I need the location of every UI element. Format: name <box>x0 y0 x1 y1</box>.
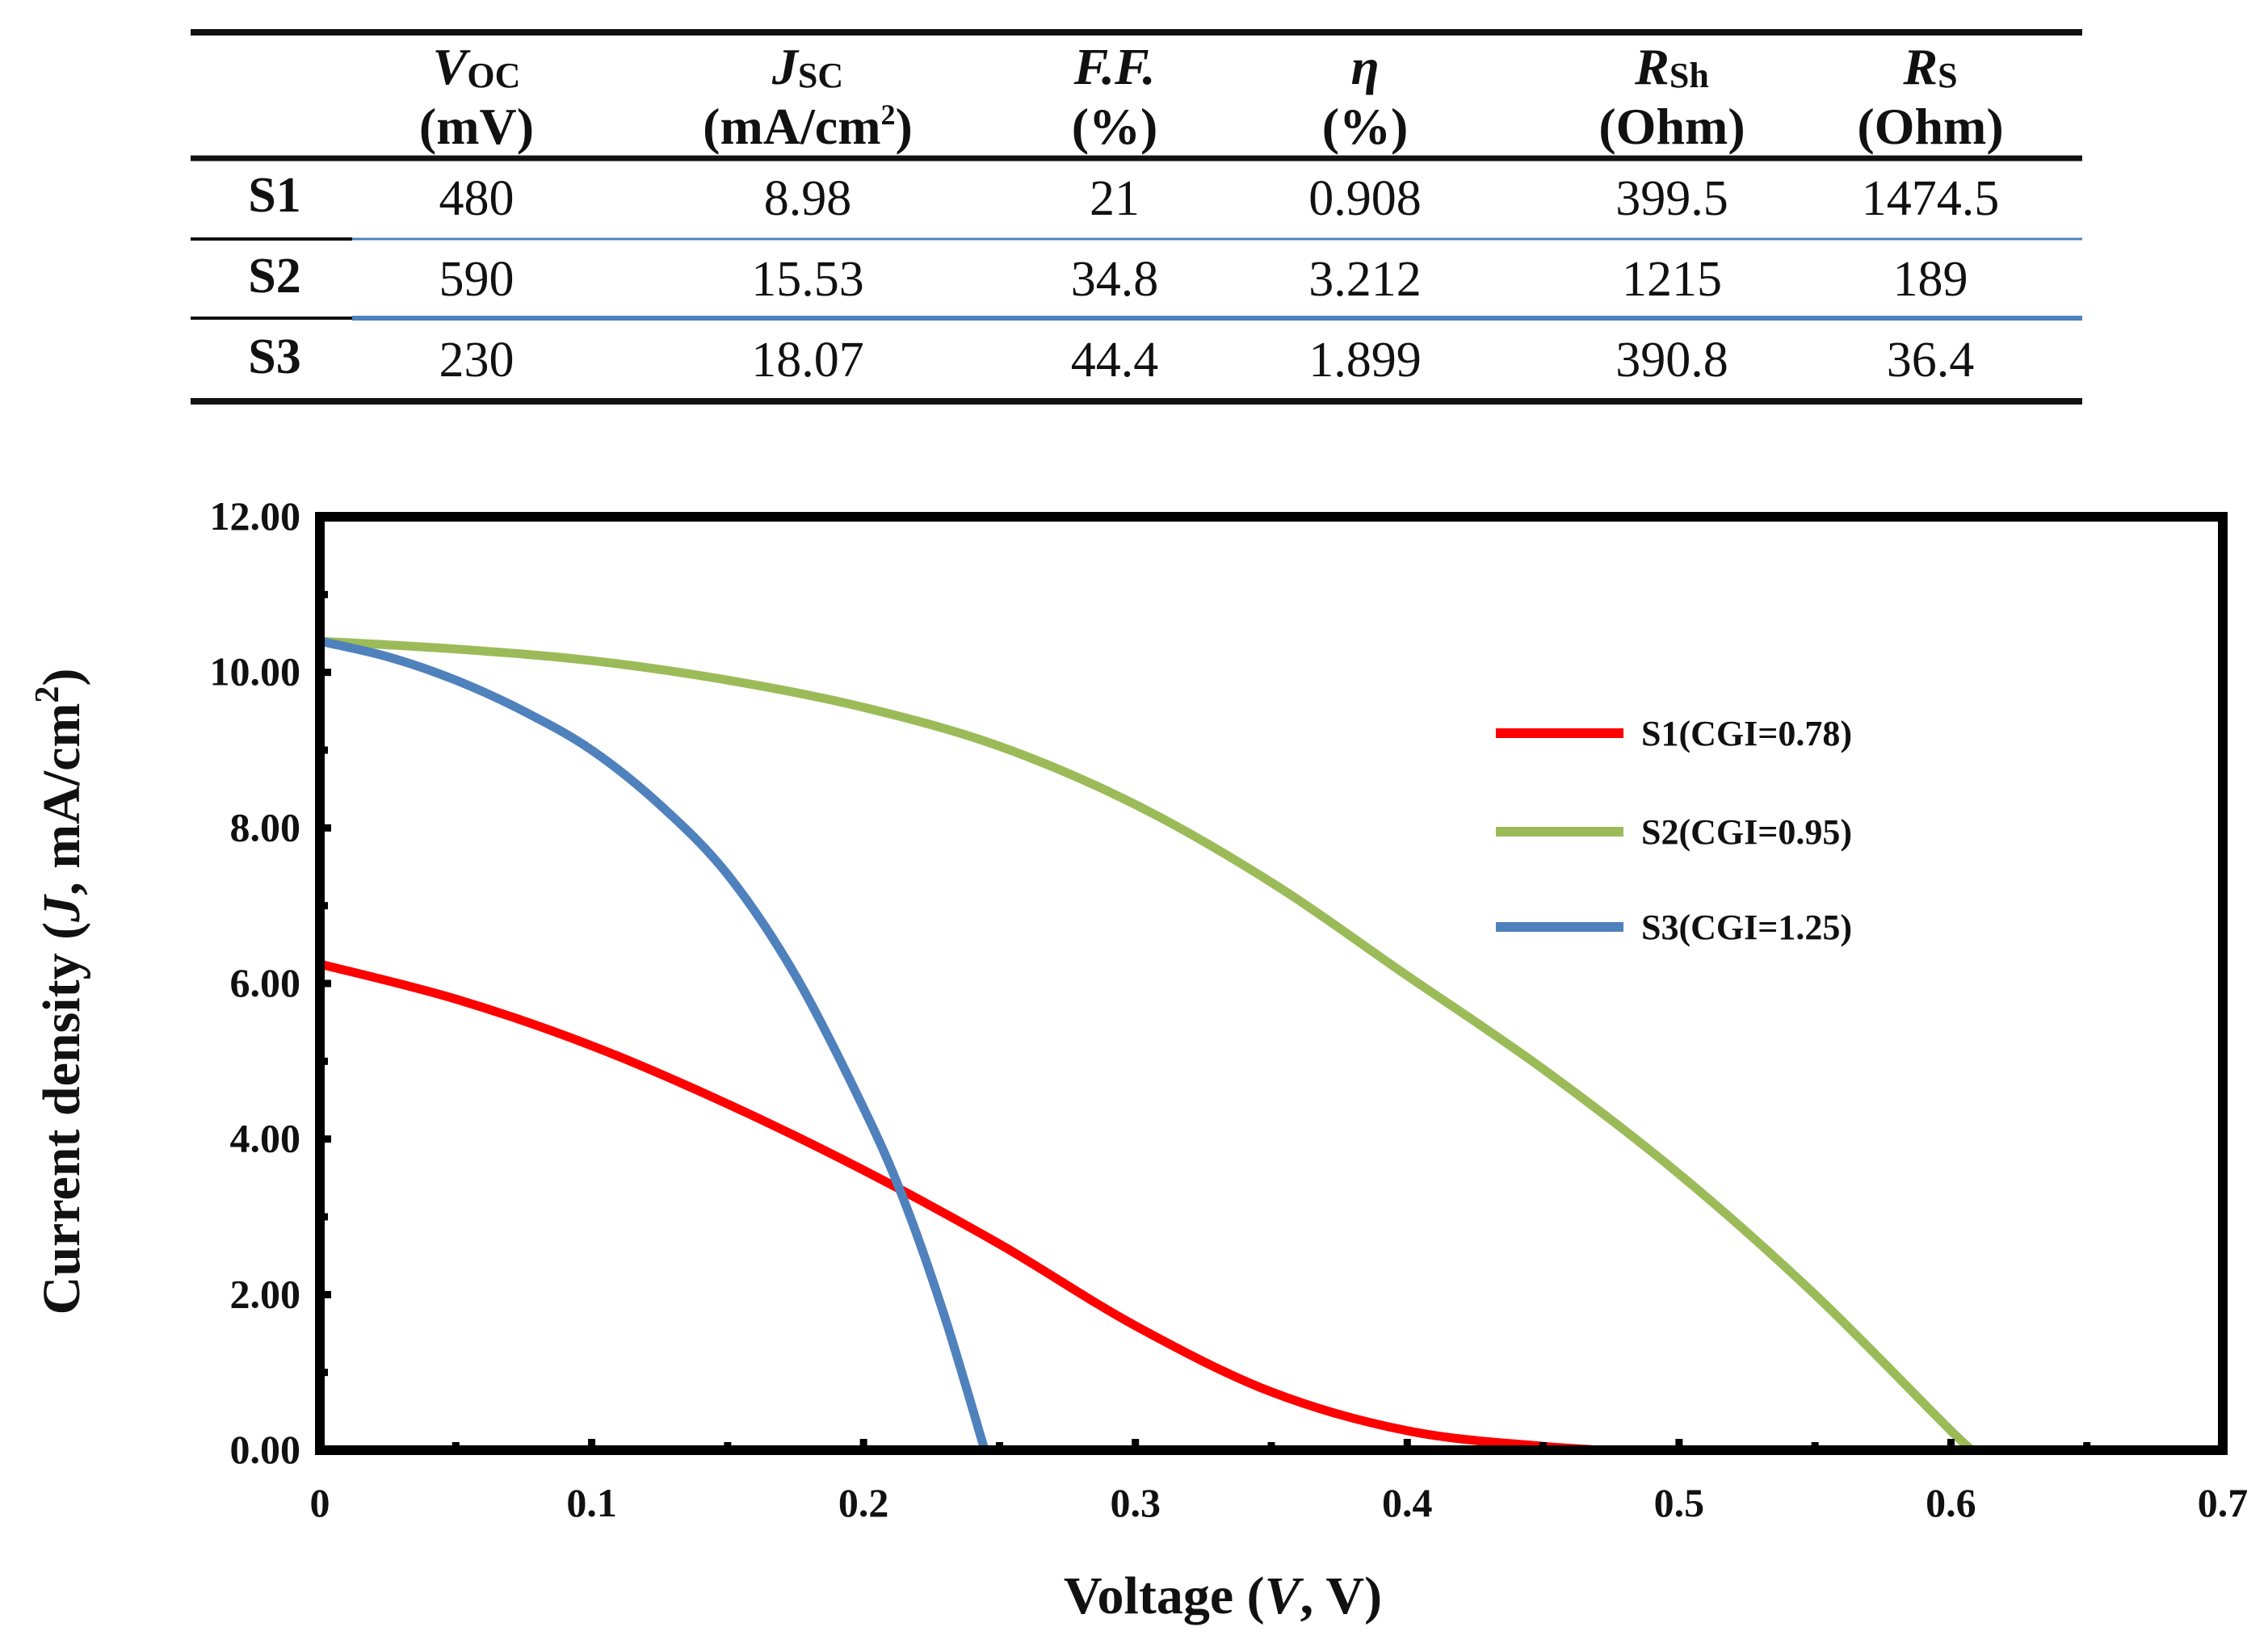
table-header-symbol: F.F. <box>1073 38 1156 95</box>
table-header-symbol: η <box>1350 38 1379 95</box>
table-cell: 390.8 <box>1615 333 1728 388</box>
legend-label-s1: S1(CGI=0.78) <box>1641 714 1852 753</box>
table-header-symbol: JSC <box>771 38 843 95</box>
table-cell: 44.4 <box>1071 333 1159 388</box>
x-tick-label: 0.5 <box>1654 1480 1705 1525</box>
table-row-label: S2 <box>248 249 300 304</box>
table-header-unit: (%) <box>1072 98 1158 155</box>
table-cell: 399.5 <box>1615 171 1728 226</box>
table-cell: 1474.5 <box>1862 171 2000 226</box>
x-tick-label: 0.7 <box>2198 1480 2249 1525</box>
y-tick-label: 12.00 <box>210 493 301 539</box>
y-tick-label: 6.00 <box>230 960 301 1005</box>
y-tick-label: 4.00 <box>230 1116 301 1161</box>
jv-chart: 0.00 2.00 4.00 6.00 8.00 10.00 12.00 0 0.1 0.2 0.3… <box>29 493 2248 1625</box>
table-cell: 590 <box>439 252 514 307</box>
table-row-label: S3 <box>248 329 300 384</box>
table-cell: 34.8 <box>1071 252 1159 307</box>
table-row-label: S1 <box>248 168 300 223</box>
series-line-s1 <box>320 959 1684 1455</box>
table-cell: 1215 <box>1622 252 1722 307</box>
y-tick-label: 0.00 <box>230 1427 301 1472</box>
table-cell: 480 <box>439 171 514 226</box>
table-cell: 21 <box>1090 171 1140 226</box>
legend-label-s3: S3(CGI=1.25) <box>1641 908 1852 947</box>
x-axis-title: Voltage (V, V) <box>1064 1566 1382 1625</box>
series-line-s2 <box>320 636 1983 1455</box>
plot-frame <box>315 512 2228 1455</box>
table-header-symbol: RS <box>1902 38 1957 95</box>
table-cell: 230 <box>439 333 514 388</box>
table-header-symbol: RSh <box>1634 38 1709 95</box>
x-tick-label: 0.3 <box>1110 1480 1161 1525</box>
table-cell: 1.899 <box>1308 333 1422 388</box>
table-cell: 18.07 <box>751 333 864 388</box>
x-tick-label: 0.4 <box>1382 1480 1433 1525</box>
table-header-unit: (Ohm) <box>1598 98 1745 155</box>
y-tick-label: 10.00 <box>210 649 301 694</box>
table-cell: 3.212 <box>1308 252 1422 307</box>
table-header-unit: (mA/cm2) <box>703 98 913 155</box>
table-cell: 8.98 <box>764 171 852 226</box>
table-header-symbol: VOC <box>433 38 521 95</box>
table-cell: 189 <box>1893 252 1968 307</box>
y-tick-label: 2.00 <box>230 1271 301 1316</box>
table-cell: 36.4 <box>1887 333 1975 388</box>
table-header-unit: (%) <box>1322 98 1409 155</box>
x-tick-label: 0.1 <box>566 1480 617 1525</box>
series-line-s3 <box>320 636 991 1455</box>
x-tick-label: 0.2 <box>838 1480 889 1525</box>
legend-label-s2: S2(CGI=0.95) <box>1641 812 1852 852</box>
x-tick-label: 0.6 <box>1926 1480 1976 1525</box>
y-tick-label: 8.00 <box>230 804 301 849</box>
x-tick-label: 0 <box>310 1480 330 1525</box>
table-cell: 15.53 <box>751 252 864 307</box>
table-header-unit: (Ohm) <box>1857 98 2003 155</box>
data-table: VOC(mV)JSC(mA/cm2)F.F.(%)η(%)RSh(Ohm)RS(… <box>191 29 2082 405</box>
table-cell: 0.908 <box>1308 171 1422 226</box>
y-axis-title: Current density (J, mA/cm2) <box>29 669 91 1315</box>
table-header-unit: (mV) <box>419 98 534 155</box>
